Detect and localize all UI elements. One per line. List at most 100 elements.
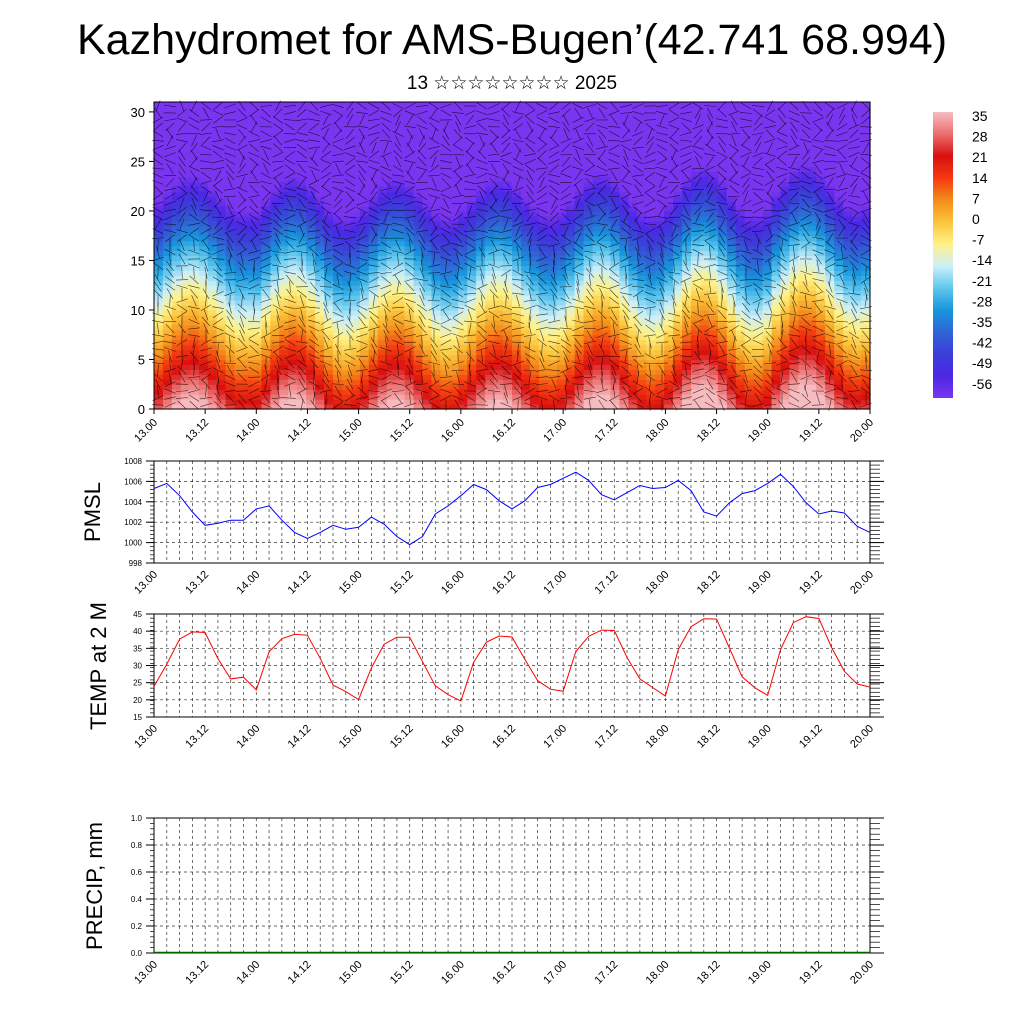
colorbar-label: -35 bbox=[972, 314, 992, 330]
x-tick-label: 17.00 bbox=[541, 959, 569, 987]
y-tick-label: 1002 bbox=[124, 518, 142, 527]
grid bbox=[153, 817, 871, 954]
colorbar-label: 28 bbox=[972, 129, 988, 145]
colorbar-label: -21 bbox=[972, 273, 992, 289]
x-tick-label: 13.12 bbox=[183, 723, 211, 751]
series-line bbox=[153, 616, 871, 702]
x-tick-label: 15.12 bbox=[388, 569, 416, 597]
x-tick-label: 18.12 bbox=[695, 569, 723, 597]
x-tick-label: 16.12 bbox=[490, 569, 518, 597]
x-tick-label: 16.00 bbox=[439, 723, 467, 751]
x-tick-label: 19.00 bbox=[746, 569, 774, 597]
y-tick-label: 20 bbox=[133, 696, 142, 705]
colorbar-label: -56 bbox=[972, 376, 992, 392]
y-tick-label: 30 bbox=[131, 105, 145, 120]
x-tick-label: 14.00 bbox=[234, 959, 262, 987]
x-tick-label: 13.00 bbox=[132, 723, 160, 751]
x-tick-label: 18.00 bbox=[644, 959, 672, 987]
x-tick-label: 19.12 bbox=[797, 723, 825, 751]
y-tick-label: 35 bbox=[133, 644, 142, 653]
x-tick-label: 15.12 bbox=[388, 959, 416, 987]
x-tick-label: 19.00 bbox=[746, 723, 774, 751]
x-tick-label: 16.00 bbox=[439, 417, 467, 445]
x-tick-label: 15.12 bbox=[388, 723, 416, 751]
x-tick-label: 13.12 bbox=[183, 417, 211, 445]
x-tick-label: 15.00 bbox=[337, 569, 365, 597]
x-tick-label: 17.00 bbox=[541, 417, 569, 445]
colorbar-label: 21 bbox=[972, 149, 988, 165]
x-tick-label: 17.12 bbox=[592, 723, 620, 751]
x-tick-label: 18.12 bbox=[695, 417, 723, 445]
y-tick-label: 15 bbox=[131, 253, 145, 268]
chart-title: Kazhydromet for AMS-Bugen’(42.741 68.994… bbox=[76, 16, 948, 64]
y-tick-label: 1004 bbox=[124, 498, 142, 507]
colorbar-label: -49 bbox=[972, 355, 992, 371]
y-tick-label: 0.4 bbox=[131, 895, 143, 904]
y-tick-label: 5 bbox=[138, 352, 145, 367]
y-tick-label: 1000 bbox=[124, 539, 142, 548]
x-tick-label: 18.12 bbox=[695, 959, 723, 987]
x-tick-label: 13.00 bbox=[132, 417, 160, 445]
x-tick-label: 13.00 bbox=[132, 569, 160, 597]
x-tick-label: 14.00 bbox=[234, 417, 262, 445]
x-tick-label: 14.12 bbox=[286, 959, 314, 987]
pmsl-panel: 998 1000 1002 1004 1006 1008 PMSL 13.00 13.12 14.… bbox=[80, 457, 884, 597]
y-tick-label: 25 bbox=[131, 154, 145, 169]
x-tick-label: 20.00 bbox=[848, 417, 876, 445]
x-tick-label: 17.00 bbox=[541, 569, 569, 597]
colorbar-label: -7 bbox=[972, 232, 985, 248]
x-tick-label: 17.12 bbox=[592, 959, 620, 987]
x-tick-label: 17.12 bbox=[592, 417, 620, 445]
colorbar-label: -42 bbox=[972, 335, 992, 351]
colorbar-scale bbox=[933, 112, 953, 398]
temperature-field bbox=[154, 102, 871, 410]
colorbar-label: -14 bbox=[972, 252, 992, 268]
y-tick-label: 0.8 bbox=[131, 841, 143, 850]
x-tick-label: 15.00 bbox=[337, 417, 365, 445]
x-tick-label: 19.12 bbox=[797, 417, 825, 445]
x-tick-label: 14.12 bbox=[286, 723, 314, 751]
y-tick-label: 0 bbox=[138, 402, 145, 417]
chart-subtitle: 13 ☆☆☆☆☆☆☆☆ 2025 bbox=[406, 73, 618, 94]
grid bbox=[153, 460, 871, 564]
x-tick-label: 18.00 bbox=[644, 723, 672, 751]
x-tick-label: 16.00 bbox=[439, 569, 467, 597]
y-axis-label: TEMP at 2 M bbox=[86, 602, 111, 730]
y-tick-label: 0.6 bbox=[131, 868, 143, 877]
y-tick-label: 20 bbox=[131, 204, 145, 219]
y-tick-label: 1006 bbox=[124, 477, 142, 486]
y-tick-label: 10 bbox=[131, 303, 145, 318]
series-line bbox=[153, 471, 871, 546]
x-tick-label: 13.12 bbox=[183, 569, 211, 597]
x-tick-label: 16.12 bbox=[490, 959, 518, 987]
x-tick-label: 18.12 bbox=[695, 723, 723, 751]
colorbar-label: 14 bbox=[972, 170, 988, 186]
x-tick-label: 14.00 bbox=[234, 569, 262, 597]
wind-vectors bbox=[151, 100, 873, 412]
y-tick-label: 30 bbox=[133, 662, 142, 671]
colorbar-label: 0 bbox=[972, 211, 980, 227]
x-tick-label: 18.00 bbox=[644, 417, 672, 445]
x-tick-label: 13.12 bbox=[183, 959, 211, 987]
colorbar-label: 35 bbox=[972, 108, 988, 124]
temperature-cross-section: 0 5 10 15 20 25 30 13.00 13.12 14.00 14.12 15.00 15.… bbox=[131, 100, 876, 445]
x-tick-label: 18.00 bbox=[644, 569, 672, 597]
y-axis-label: PMSL bbox=[80, 482, 105, 542]
y-tick-label: 40 bbox=[133, 627, 142, 636]
y-tick-label: 1.0 bbox=[131, 814, 143, 823]
x-tick-label: 17.12 bbox=[592, 569, 620, 597]
y-tick-label: 998 bbox=[129, 559, 143, 568]
x-tick-label: 15.00 bbox=[337, 723, 365, 751]
temp-2m-panel: 15 20 25 30 35 40 45 TEMP at 2 M 13.00 13.12 14.00… bbox=[86, 602, 884, 751]
x-tick-label: 16.00 bbox=[439, 959, 467, 987]
x-tick-label: 19.12 bbox=[797, 959, 825, 987]
colorbar-legend: 35 28 21 14 7 0 -7 -14 -21 -28 -35 -42 -49 -56 bbox=[933, 108, 992, 398]
y-tick-label: 1008 bbox=[124, 457, 142, 466]
x-tick-label: 20.00 bbox=[848, 723, 876, 751]
precip-panel: 0.0 0.2 0.4 0.6 0.8 1.0 PRECIP, mm 13.00 13.12 14… bbox=[82, 814, 884, 987]
x-tick-label: 13.00 bbox=[132, 959, 160, 987]
y-tick-label: 25 bbox=[133, 679, 142, 688]
y-tick-label: 15 bbox=[133, 713, 142, 722]
x-tick-label: 17.00 bbox=[541, 723, 569, 751]
x-tick-label: 20.00 bbox=[848, 959, 876, 987]
